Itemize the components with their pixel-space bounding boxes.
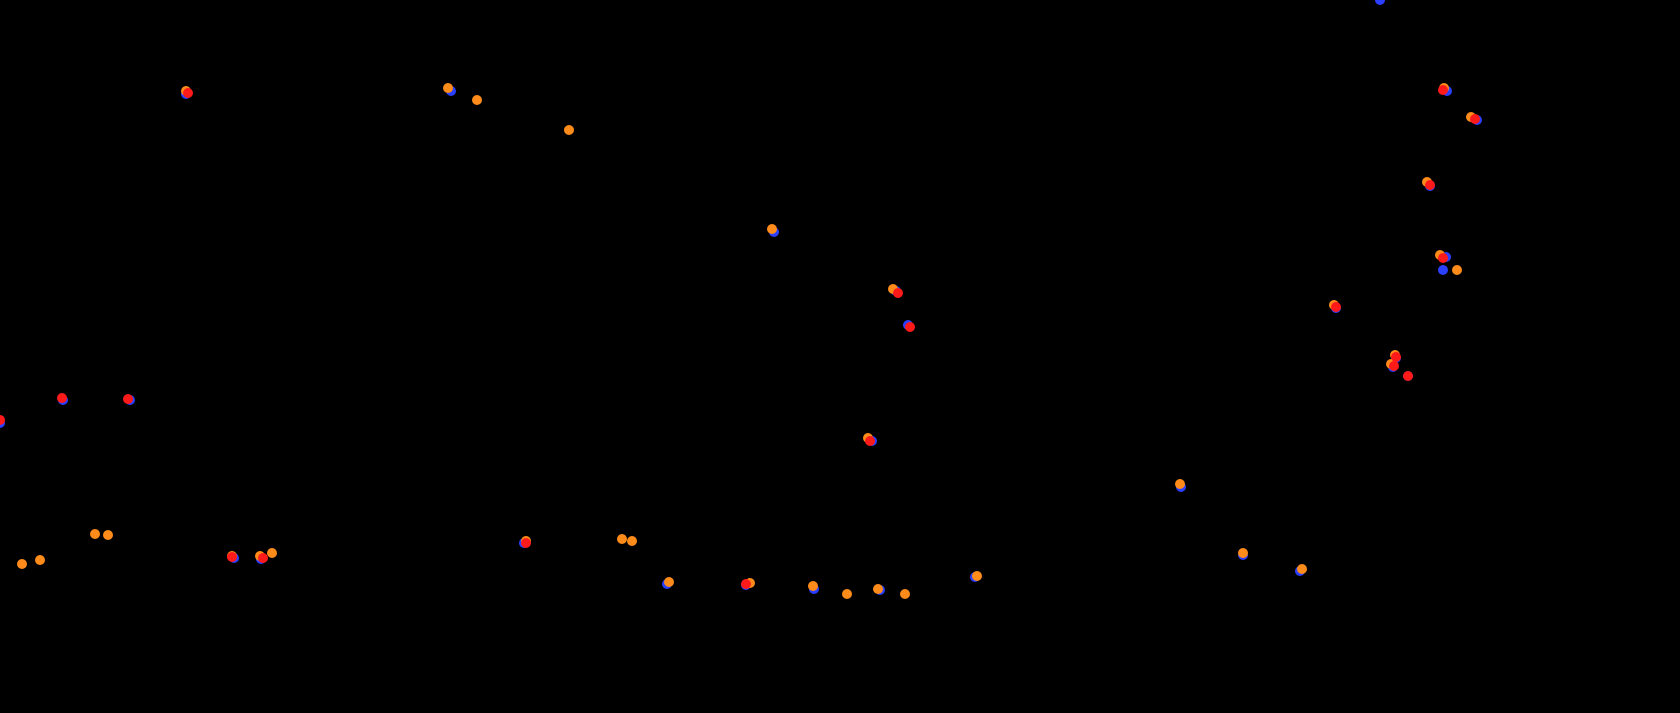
data-point — [900, 589, 910, 599]
data-point — [227, 552, 237, 562]
data-point — [808, 581, 818, 591]
data-point — [1389, 361, 1399, 371]
data-point — [1438, 253, 1448, 263]
data-point — [893, 288, 903, 298]
data-point — [183, 88, 193, 98]
scatter-plot — [0, 0, 1680, 713]
data-point — [57, 393, 67, 403]
data-point — [1403, 371, 1413, 381]
data-point — [1438, 85, 1448, 95]
data-point — [1452, 265, 1462, 275]
data-point — [267, 548, 277, 558]
data-point — [90, 529, 100, 539]
plot-background — [0, 0, 1680, 713]
data-point — [1470, 114, 1480, 124]
data-point — [1391, 352, 1401, 362]
data-point — [873, 584, 883, 594]
data-point — [1438, 265, 1448, 275]
data-point — [564, 125, 574, 135]
data-point — [627, 536, 637, 546]
data-point — [741, 579, 751, 589]
data-point — [35, 555, 45, 565]
data-point — [17, 559, 27, 569]
data-point — [842, 589, 852, 599]
data-point — [905, 322, 915, 332]
data-point — [1425, 180, 1435, 190]
data-point — [443, 83, 453, 93]
data-point — [972, 571, 982, 581]
data-point — [103, 530, 113, 540]
data-point — [1175, 479, 1185, 489]
data-point — [258, 553, 268, 563]
data-point — [767, 224, 777, 234]
data-point — [664, 577, 674, 587]
data-point — [1331, 302, 1341, 312]
data-point — [123, 394, 133, 404]
data-point — [521, 538, 531, 548]
data-point — [865, 436, 875, 446]
data-point — [617, 534, 627, 544]
data-point — [1297, 564, 1307, 574]
data-point — [472, 95, 482, 105]
data-point — [1238, 548, 1248, 558]
